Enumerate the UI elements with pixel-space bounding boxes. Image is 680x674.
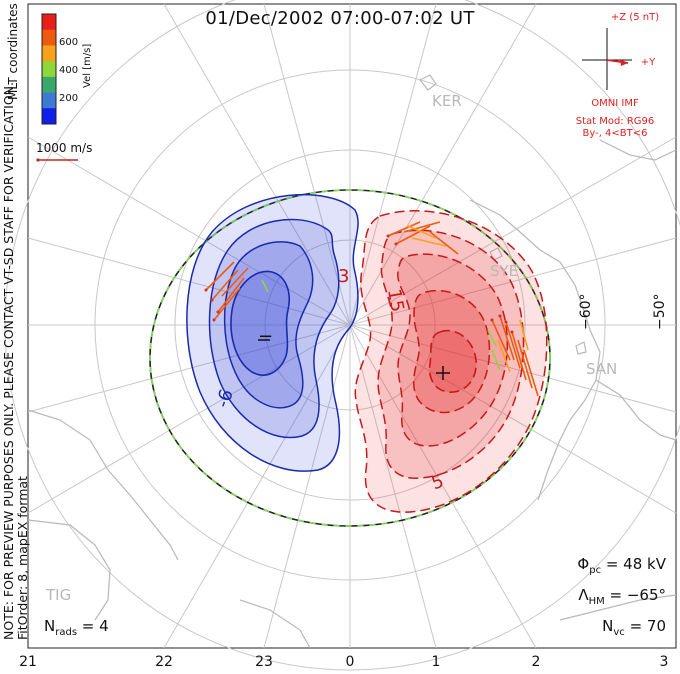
velocity-colorbar [41, 13, 57, 125]
note-line-1: NOTE: FOR PREVIEW PURPOSES ONLY. PLEASE … [1, 82, 16, 640]
mlt-tick-label: 3 [659, 654, 669, 670]
preview-note: NOTE: FOR PREVIEW PURPOSES ONLY. PLEASE … [1, 82, 30, 640]
site-label: SYE [490, 262, 519, 280]
reference-vector-label: 1000 m/s [36, 141, 93, 155]
plot-frame [27, 3, 677, 649]
colorbar-segment [42, 76, 56, 94]
mlt-tick-label: 2 [531, 654, 541, 670]
hm-boundary-dash [149, 189, 551, 527]
colorbar-segment [42, 61, 56, 78]
neg-contour-1 [186, 193, 359, 472]
note-line-2: FitOrder: 8, mapEX format [15, 476, 30, 640]
reference-vector [36, 158, 78, 162]
imf-source: OMNI IMF [591, 98, 639, 109]
model-line-1: Stat Mod: RG96 [575, 116, 655, 127]
colorbar-unit: Vel [m/s] [82, 43, 93, 88]
colorbar-tick: 600 [59, 37, 79, 48]
colorbar-segment [42, 45, 56, 62]
max-potential-marker [436, 366, 450, 380]
mlt-tick-label: 21 [19, 654, 37, 670]
negative-convection-cell [186, 193, 359, 472]
mlt-tick-label: 22 [155, 654, 173, 670]
site-label: TIG [46, 586, 72, 604]
neg-contour-3 [223, 241, 314, 409]
radar-count: Nrads = 4 [44, 617, 109, 638]
coastlines [27, 74, 677, 649]
colorbar-tick: 200 [59, 93, 79, 104]
pos-contour-label: 3 [338, 266, 350, 287]
site-label: KER [432, 92, 462, 110]
colorbar-segment [42, 92, 56, 109]
mlt-tick-label: 0 [345, 654, 355, 670]
imf-y-label: +Y [640, 57, 656, 68]
colorbar-segment [42, 108, 56, 125]
vector-origins [204, 234, 514, 334]
mlt-meridians [27, 3, 677, 649]
latitude-label: −60° [578, 293, 594, 330]
map-title: 01/Dec/2002 07:00-07:02 UT [205, 8, 475, 29]
colorbar-segment [42, 29, 56, 46]
site-label: SAN [586, 360, 618, 378]
colorbar-border [41, 13, 57, 125]
hm-latitude: ΛHM = −65° [578, 586, 666, 607]
min-potential-label: − [258, 326, 274, 347]
neg-contour-4 [230, 270, 290, 376]
pos-contour-label: 15 [383, 287, 408, 314]
mlt-tick-label: 23 [255, 654, 273, 670]
pos-contour-1 [354, 210, 548, 513]
colorbar-tick: 400 [59, 65, 79, 76]
cross-polar-potential: Φpc = 48 kV [577, 555, 666, 576]
model-line-2: By-, 4<BT<6 [582, 128, 648, 139]
latitude-label: −50° [652, 293, 668, 330]
imf-z-label: +Z (5 nT) [610, 12, 660, 23]
positive-convection-cell [354, 210, 548, 513]
pos-contour-2 [377, 229, 525, 479]
pos-contour-5 [428, 329, 477, 393]
colorbar-segment [42, 14, 56, 31]
pos-contour-3 [397, 253, 509, 447]
vector-count: Nvc = 70 [602, 617, 666, 638]
coordinate-system-label: MLT coordinates [6, 3, 20, 100]
velocity-vectors [205, 221, 539, 397]
imf-clock [582, 28, 632, 90]
mlt-tick-label: 1 [431, 654, 441, 670]
